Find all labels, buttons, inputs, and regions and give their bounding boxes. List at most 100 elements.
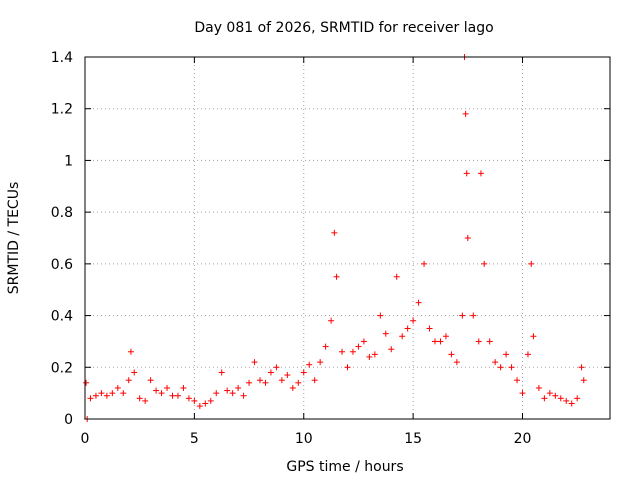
data-point: [92, 392, 99, 399]
y-tick-label: 0: [64, 412, 73, 428]
y-tick-label: 1: [64, 153, 73, 169]
data-point: [377, 312, 384, 319]
data-point: [147, 377, 154, 384]
y-tick-labels: 0 0.2 0.4 0.6 0.8 1 1.2 1.4: [51, 50, 73, 428]
data-point: [202, 400, 209, 407]
data-point: [486, 338, 493, 345]
data-point: [514, 377, 521, 384]
data-point: [459, 312, 466, 319]
data-point: [257, 377, 263, 384]
data-point: [508, 364, 515, 371]
data-point: [311, 377, 318, 384]
x-tick-labels: 0 5 10 15 20: [81, 431, 532, 447]
data-point: [83, 379, 90, 386]
data-point: [530, 333, 537, 340]
data-point: [344, 364, 351, 371]
y-tick-label: 0.8: [51, 205, 73, 221]
data-point: [462, 110, 469, 117]
data-point: [399, 333, 406, 340]
data-point: [557, 395, 564, 402]
data-point: [475, 338, 482, 345]
y-tick-label: 1.4: [51, 50, 73, 66]
data-point: [426, 325, 433, 332]
x-tick-label: 0: [81, 431, 90, 447]
data-point: [421, 260, 428, 267]
y-tick-label: 0.4: [51, 309, 73, 325]
data-point: [574, 395, 581, 402]
data-point: [519, 390, 526, 397]
plot-frame: [84, 56, 611, 420]
data-point: [382, 330, 389, 337]
y-tick-label: 0.6: [51, 257, 73, 273]
x-tick-label: 20: [514, 431, 532, 447]
data-point: [240, 392, 247, 399]
y-tick-label: 0.2: [51, 360, 73, 376]
grid-lines: [85, 57, 610, 419]
data-point: [251, 359, 258, 366]
data-point: [120, 390, 127, 397]
axis-ticks: [84, 56, 610, 420]
data-point: [568, 400, 575, 407]
data-point: [541, 395, 548, 402]
x-tick-label: 15: [404, 431, 422, 447]
data-point: [196, 403, 203, 410]
x-axis-label: GPS time / hours: [286, 459, 403, 475]
data-point: [284, 372, 291, 379]
data-point: [393, 273, 400, 280]
data-point: [432, 338, 438, 345]
data-point: [127, 348, 134, 355]
data-point: [125, 377, 132, 384]
data-point: [153, 387, 160, 394]
data-point: [333, 273, 340, 280]
data-point: [580, 377, 587, 384]
data-point: [114, 384, 121, 391]
data-point: [278, 377, 285, 384]
data-point: [136, 395, 143, 402]
data-point: [213, 390, 220, 397]
data-point: [273, 364, 280, 371]
data-point: [339, 348, 346, 355]
data-point: [355, 343, 362, 350]
data-point: [229, 390, 236, 397]
data-point: [87, 395, 94, 402]
data-point: [306, 361, 313, 368]
data-point: [481, 260, 488, 267]
data-point: [410, 317, 417, 324]
y-tick-label: 1.2: [51, 102, 73, 118]
data-point: [295, 379, 302, 386]
data-point: [552, 392, 559, 399]
data-point: [317, 359, 324, 366]
y-axis-label: SRMTID / TECUs: [6, 182, 22, 295]
data-point: [164, 384, 171, 391]
data-point: [437, 338, 444, 345]
data-point: [235, 384, 242, 391]
data-point: [578, 364, 585, 371]
data-point: [191, 397, 198, 404]
x-tick-label: 10: [295, 431, 313, 447]
data-point: [103, 392, 110, 399]
data-point: [218, 369, 225, 376]
data-point: [453, 359, 460, 366]
data-point: [142, 397, 149, 404]
data-point: [415, 299, 422, 306]
data-point: [528, 260, 535, 267]
data-point: [246, 379, 253, 386]
data-point: [464, 235, 471, 241]
data-point: [535, 384, 542, 391]
data-point: [388, 346, 395, 353]
data-point: [322, 343, 329, 350]
data-point: [349, 348, 356, 355]
data-point: [131, 369, 138, 376]
data-point: [492, 359, 499, 366]
x-tick-label: 5: [190, 431, 199, 447]
data-point: [470, 312, 477, 319]
data-point: [563, 397, 570, 404]
data-point: [463, 170, 470, 177]
data-point: [169, 392, 176, 399]
data-point: [109, 390, 116, 397]
data-point: [442, 333, 449, 340]
data-point: [546, 390, 553, 397]
data-point: [524, 351, 531, 358]
data-point: [174, 392, 181, 399]
